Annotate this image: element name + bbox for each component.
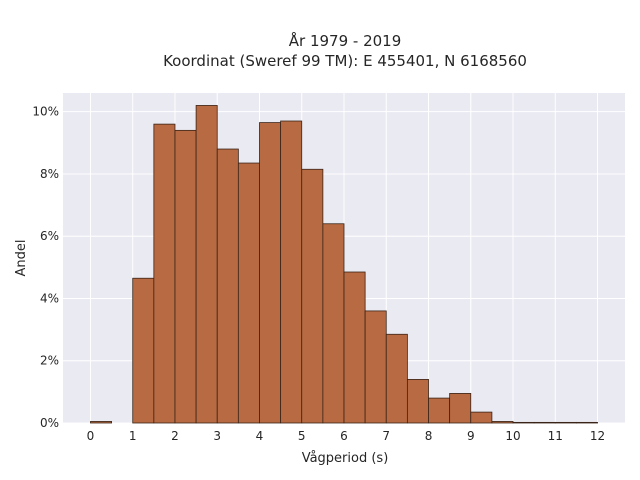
x-tick-label: 8	[425, 429, 433, 443]
y-tick-label: 8%	[40, 167, 59, 181]
histogram-bar	[449, 393, 472, 424]
histogram-bar	[90, 421, 112, 424]
x-tick-label: 9	[467, 429, 475, 443]
x-tick-label: 6	[340, 429, 348, 443]
x-tick-label: 7	[382, 429, 390, 443]
histogram-bar	[343, 271, 366, 424]
y-axis-label: Andel	[14, 240, 29, 277]
histogram-bar	[554, 421, 577, 424]
x-tick-label: 12	[590, 429, 605, 443]
histogram-bar	[533, 421, 556, 424]
histogram-bar	[576, 421, 598, 424]
histogram-bar	[491, 421, 514, 424]
histogram-bar	[428, 397, 451, 424]
y-tick-label: 10%	[32, 105, 59, 119]
x-axis-ticks: 0 1 2 3 4 5 6 7 8 9 10 11 12	[87, 429, 606, 443]
x-axis-label: Vågperiod (s)	[302, 451, 389, 466]
y-tick-label: 0%	[40, 416, 59, 430]
x-tick-label: 2	[171, 429, 179, 443]
histogram-bar	[237, 162, 260, 424]
histogram-bar	[216, 148, 239, 424]
x-tick-label: 11	[548, 429, 563, 443]
histogram-bar	[280, 120, 303, 424]
chart-title-line-2: Koordinat (Sweref 99 TM): E 455401, N 61…	[163, 52, 527, 70]
histogram-bar	[385, 333, 408, 424]
histogram-bar	[470, 411, 493, 424]
y-axis-ticks: 0% 2% 4% 6% 8% 10%	[32, 105, 59, 430]
x-tick-label: 3	[213, 429, 221, 443]
x-tick-label: 4	[256, 429, 264, 443]
x-tick-label: 5	[298, 429, 306, 443]
x-tick-label: 1	[129, 429, 137, 443]
y-tick-label: 2%	[40, 354, 59, 368]
y-tick-label: 6%	[40, 229, 59, 243]
histogram-bar	[174, 129, 197, 424]
histogram-bar	[259, 122, 282, 424]
chart-title-line-1: År 1979 - 2019	[289, 31, 402, 50]
histogram-bar	[195, 105, 218, 424]
y-tick-label: 4%	[40, 291, 59, 305]
x-tick-label: 0	[87, 429, 95, 443]
histogram-bar	[301, 168, 324, 424]
histogram-bar	[364, 310, 387, 424]
histogram-bar	[512, 421, 535, 424]
histogram-bar	[406, 379, 429, 424]
histogram-bar	[322, 223, 345, 424]
bars	[90, 105, 598, 424]
x-tick-label: 10	[505, 429, 520, 443]
histogram-bar	[153, 123, 176, 424]
histogram-bar	[132, 277, 155, 424]
